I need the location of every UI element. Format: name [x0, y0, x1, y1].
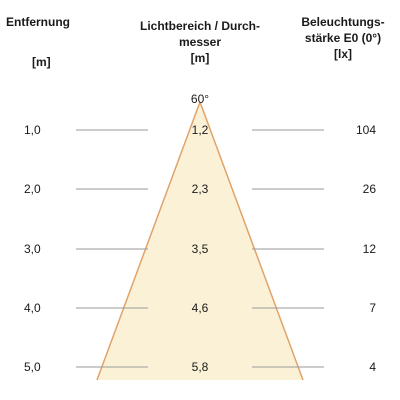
cone-edge-right: [199, 101, 304, 381]
diameter-header-line1: Lichtbereich / Durch-: [139, 19, 261, 33]
illuminance-value: 7: [369, 301, 376, 315]
guide-lines: [76, 129, 324, 368]
diameter-value: 1,2: [191, 123, 209, 137]
illuminance-value: 4: [369, 360, 376, 374]
illuminance-value: 26: [362, 182, 376, 196]
diameter-value: 2,3: [191, 182, 209, 196]
distance-value: 3,0: [24, 242, 41, 256]
beam-angle-label: 60°: [190, 92, 210, 106]
illuminance-header-line1: Beleuchtungs-: [301, 15, 385, 29]
distance-value: 1,0: [24, 123, 41, 137]
distance-header-label: Entfernung: [6, 15, 70, 29]
distance-unit: [m]: [32, 55, 51, 69]
illuminance-header-line2: stärke E0 (0°): [304, 31, 382, 45]
distance-value: 4,0: [24, 301, 41, 315]
distance-value: 5,0: [24, 360, 41, 374]
cone-edge-left: [96, 101, 201, 381]
diameter-header-line2: messer: [178, 35, 222, 49]
illuminance-unit: [lx]: [334, 47, 352, 61]
diameter-header: Lichtbereich / Durch- messer [m]: [120, 18, 280, 66]
illuminance-header: Beleuchtungs- stärke E0 (0°) [lx]: [290, 14, 396, 62]
diameter-value: 5,8: [191, 360, 209, 374]
diameter-value: 3,5: [191, 242, 209, 256]
distance-value: 2,0: [24, 182, 41, 196]
diameter-value: 4,6: [191, 301, 209, 315]
diameter-unit: [m]: [190, 51, 210, 65]
illuminance-value: 104: [355, 123, 376, 137]
light-cone: [97, 102, 303, 380]
distance-header: Entfernung: [6, 14, 76, 30]
illuminance-value: 12: [362, 242, 376, 256]
